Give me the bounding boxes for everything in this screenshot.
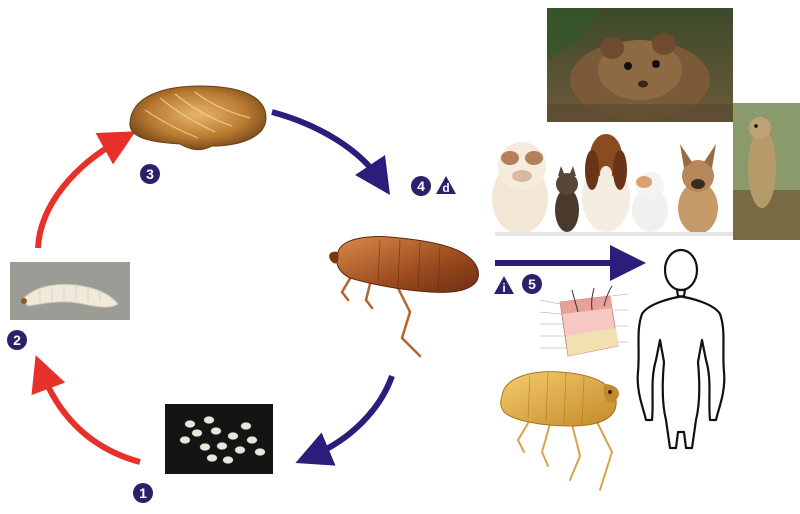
pets-image	[492, 134, 733, 236]
stage-badge-larva: 2	[7, 330, 27, 350]
stage-number-larva: 2	[13, 332, 21, 348]
stage-badge-pupa: 3	[140, 164, 160, 184]
stage-badge-eggs: 1	[133, 483, 153, 503]
ground-squirrel-image	[733, 103, 800, 240]
human-outline	[636, 248, 726, 450]
mouse-image	[547, 8, 733, 122]
arrow-larva-to-pupa	[35, 131, 136, 249]
stage-number-eggs: 1	[139, 485, 147, 501]
diagnostic-letter: d	[442, 181, 449, 195]
arrow-adult-to-eggs	[295, 374, 395, 466]
stage-badge-human: 5	[522, 274, 542, 294]
adult-flea-image	[329, 236, 479, 358]
infective-letter: i	[502, 281, 505, 295]
skin-diagram-image	[528, 285, 629, 368]
larva-image	[10, 262, 130, 320]
stage-number-human: 5	[528, 276, 536, 292]
stage-number-adult: 4	[417, 178, 425, 194]
diagnostic-stage-symbol: d	[436, 176, 456, 195]
pupa-image	[129, 85, 267, 151]
eggs-image	[165, 404, 273, 474]
stage-badge-adult: 4	[411, 176, 431, 196]
arrow-pupa-to-adult	[271, 109, 390, 195]
infective-stage-symbol: i	[494, 276, 514, 295]
golden-flea-image	[500, 371, 619, 491]
arrow-eggs-to-larva	[31, 355, 141, 465]
stage-number-pupa: 3	[146, 166, 154, 182]
